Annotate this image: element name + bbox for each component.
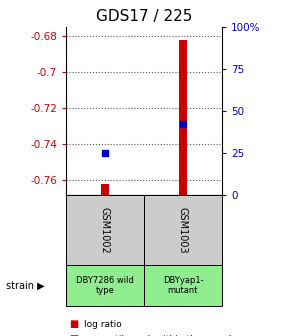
Text: DBY7286 wild
type: DBY7286 wild type [76, 276, 134, 295]
Text: percentile rank within the sample: percentile rank within the sample [84, 335, 237, 336]
Text: GSM1002: GSM1002 [100, 207, 110, 254]
Text: ■: ■ [69, 334, 78, 336]
Text: log ratio: log ratio [84, 320, 122, 329]
Bar [101, 184, 109, 195]
Title: GDS17 / 225: GDS17 / 225 [96, 9, 192, 24]
Bar [179, 40, 187, 195]
Text: ■: ■ [69, 319, 78, 329]
Text: strain ▶: strain ▶ [6, 281, 45, 291]
Text: DBYyap1-
mutant: DBYyap1- mutant [163, 276, 203, 295]
Text: GSM1003: GSM1003 [178, 207, 188, 253]
